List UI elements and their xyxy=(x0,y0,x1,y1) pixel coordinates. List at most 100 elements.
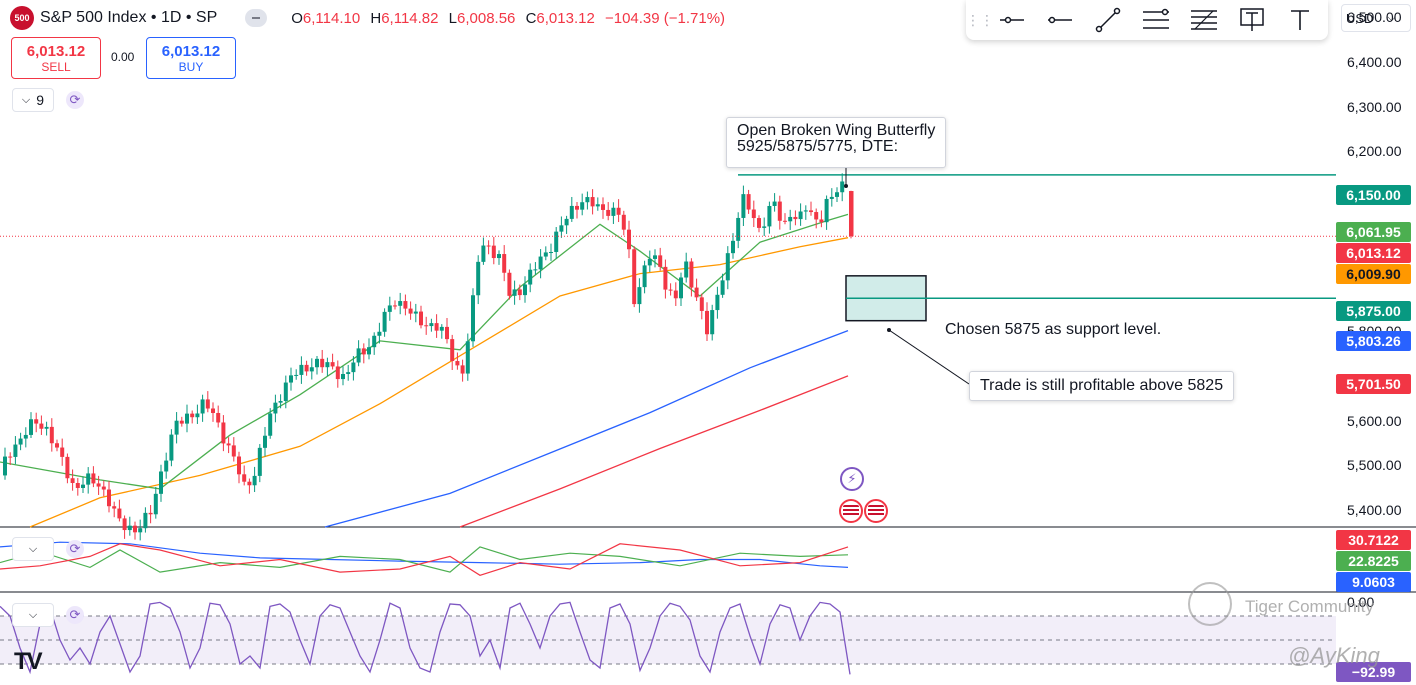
levels-group xyxy=(0,174,1336,300)
currency-select[interactable]: USD ⌵ xyxy=(1341,4,1411,32)
drawing-toolbar: ⋮⋮ xyxy=(966,0,1328,40)
candle-body xyxy=(757,218,761,228)
butterfly-note[interactable]: Open Broken Wing Butterfly 5925/5875/577… xyxy=(726,117,947,168)
symbol-logo[interactable]: 500 xyxy=(10,6,34,30)
pane2-control: ⌵ ⟳ xyxy=(12,537,84,561)
candle-body xyxy=(819,219,824,223)
candle-body xyxy=(632,249,637,305)
low-value: 6,008.56 xyxy=(457,9,516,27)
dmi-adx-line xyxy=(0,543,849,576)
y-tick-label: 5,600.00 xyxy=(1347,412,1402,429)
refresh-icon[interactable]: ⟳ xyxy=(66,606,84,624)
candle-body xyxy=(309,367,314,372)
currency-value: USD xyxy=(1346,10,1374,26)
collapse-legend-button[interactable] xyxy=(245,9,268,27)
text-box-icon[interactable] xyxy=(1228,2,1276,38)
flag-event-icon[interactable] xyxy=(839,499,863,523)
candle-body xyxy=(39,423,44,429)
candle-body xyxy=(101,486,106,490)
candle-body xyxy=(283,382,288,402)
candle-body xyxy=(621,214,626,230)
drag-grip-icon[interactable]: ⋮⋮ xyxy=(966,11,994,28)
candle-body xyxy=(268,413,273,436)
candle-body xyxy=(741,194,746,218)
profit-note[interactable]: Trade is still profitable above 5825 xyxy=(969,371,1235,401)
buy-price: 6,013.12 xyxy=(161,42,221,60)
lightning-icon[interactable]: ⚡ xyxy=(840,467,864,491)
candle-body xyxy=(361,348,366,355)
candle-body xyxy=(783,220,787,222)
refresh-icon[interactable]: ⟳ xyxy=(66,91,84,109)
tradingview-logo[interactable]: TV xyxy=(14,648,43,675)
ma-fast-label: 6,061.95 xyxy=(1336,222,1411,242)
ma-long-label: 5,701.50 xyxy=(1336,374,1411,394)
candle-body xyxy=(159,471,163,494)
symbol-title[interactable]: S&P 500 Index • 1D • SP xyxy=(40,9,218,26)
chevron-down-icon: ⌵ xyxy=(21,93,31,106)
candle-body xyxy=(663,266,668,290)
y-tick-label: 6,200.00 xyxy=(1347,143,1402,160)
candle-body xyxy=(803,210,808,212)
refresh-icon[interactable]: ⟳ xyxy=(66,540,84,558)
candle-body xyxy=(13,444,18,457)
candle-body xyxy=(174,420,179,435)
watermark-line1: Tiger Community xyxy=(1245,597,1374,616)
candle-body xyxy=(580,202,585,210)
candle-body xyxy=(439,326,444,331)
candle-body xyxy=(3,456,7,476)
candle-body xyxy=(257,447,262,476)
level-support-label: 5,875.00 xyxy=(1336,301,1411,321)
candle-body xyxy=(829,196,834,199)
candle-body xyxy=(190,413,195,418)
y-tick-label: 6,300.00 xyxy=(1347,98,1402,115)
candle-body xyxy=(517,289,522,296)
candle-body xyxy=(736,217,741,241)
text-icon[interactable] xyxy=(1276,2,1324,38)
y-tick-label: 5,400.00 xyxy=(1347,502,1402,519)
sell-button[interactable]: 6,013.12 SELL xyxy=(11,37,101,79)
candle-body xyxy=(263,435,267,448)
candle-body xyxy=(273,402,278,414)
candle-body xyxy=(23,434,28,439)
candle-body xyxy=(341,374,345,380)
candle-body xyxy=(777,201,782,221)
candles-group xyxy=(3,173,854,541)
candle-body xyxy=(809,210,813,213)
trend-line-icon[interactable] xyxy=(1084,2,1132,38)
pane3-dropdown[interactable]: ⌵ xyxy=(12,603,54,627)
candle-body xyxy=(647,258,652,266)
high-value: 6,114.82 xyxy=(381,9,439,27)
ma-mid-label: 6,009.90 xyxy=(1336,264,1411,284)
candle-body xyxy=(507,272,512,296)
candle-body xyxy=(356,348,361,363)
buy-button[interactable]: 6,013.12 BUY xyxy=(146,37,236,79)
candle-body xyxy=(673,290,678,299)
candle-body xyxy=(835,192,839,197)
fib-retracement-icon[interactable] xyxy=(1180,2,1228,38)
support-note[interactable]: Chosen 5875 as support level. xyxy=(945,321,1162,338)
candle-body xyxy=(840,181,845,193)
plus-di-label: 22.8225 xyxy=(1336,551,1411,571)
candle-body xyxy=(91,473,96,484)
pane2-dropdown[interactable]: ⌵ xyxy=(12,537,54,561)
indicators-dropdown[interactable]: ⌵ 9 xyxy=(12,88,54,112)
butterfly-note-line1: Open Broken Wing Butterfly xyxy=(737,122,936,139)
horizontal-line-icon[interactable] xyxy=(1036,2,1084,38)
parallel-channel-icon[interactable] xyxy=(1132,2,1180,38)
ray-icon[interactable] xyxy=(988,2,1036,38)
candle-body xyxy=(320,358,325,368)
candle-body xyxy=(731,240,735,254)
candle-body xyxy=(122,518,127,531)
chart-header: 500 S&P 500 Index • 1D • SP O6,114.10 H6… xyxy=(10,6,725,30)
candle-body xyxy=(549,251,553,253)
candle-body xyxy=(330,362,335,367)
candle-body xyxy=(252,475,257,486)
candle-body xyxy=(8,456,13,458)
candle-body xyxy=(143,512,148,529)
candle-body xyxy=(502,254,507,273)
flag-event-icon[interactable] xyxy=(864,499,888,523)
candle-body xyxy=(398,301,403,306)
candle-body xyxy=(465,341,470,374)
buy-label: BUY xyxy=(178,59,204,74)
